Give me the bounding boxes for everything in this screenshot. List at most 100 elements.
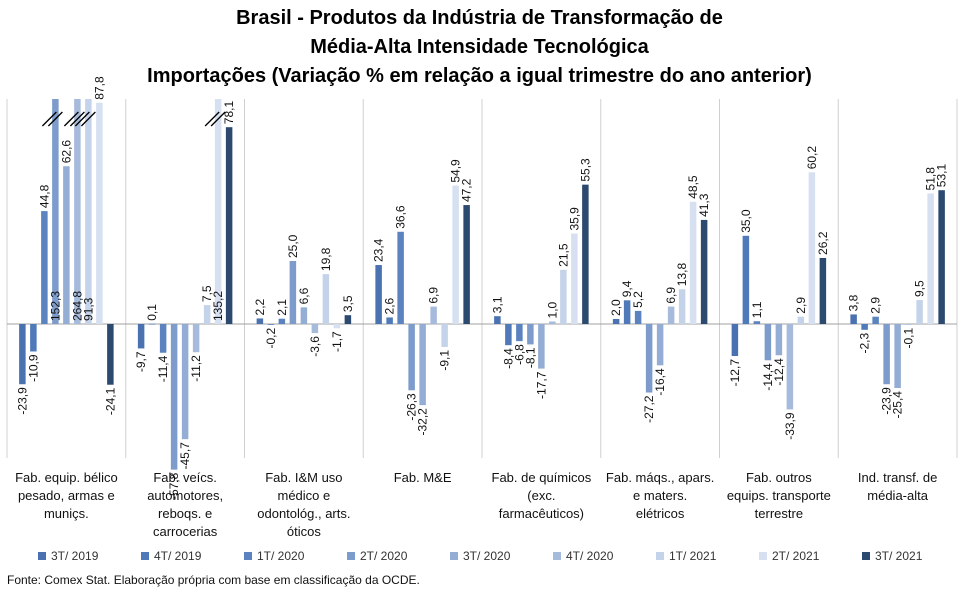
data-label: 19,8 [319,247,333,271]
bar [927,193,934,324]
legend-swatch [553,551,561,560]
data-label: -26,3 [405,393,419,421]
bar [634,310,642,324]
bar [441,324,448,347]
data-label: 35,0 [739,209,753,233]
bar [938,190,945,324]
data-label: 5,2 [631,291,645,308]
data-label: 2,1 [275,299,289,316]
bar [516,324,523,342]
legend-label: 3T/ 2021 [875,549,923,563]
bar [753,321,761,324]
data-label: -24,1 [103,387,117,415]
bar [107,324,114,385]
bar [571,233,578,324]
category-tick-label: média-alta [867,488,928,503]
data-label: 9,5 [913,280,927,297]
legend-label: 1T/ 2021 [669,549,717,563]
data-label: 36,6 [394,205,408,229]
data-label: -1,7 [330,331,344,352]
category-tick-label: (exc. [527,488,555,503]
data-label: 62,6 [59,140,73,164]
data-label: -23,9 [15,387,29,415]
data-label: 135,2 [211,291,225,321]
bar [300,307,308,324]
bar [344,315,352,324]
bar [538,324,545,369]
legend-label: 2T/ 2020 [360,549,408,563]
category-tick-label: odontológ., arts. [257,506,350,521]
bar [159,324,167,353]
data-label: 23,4 [372,238,386,262]
data-label: 53,1 [935,164,949,188]
data-label: 264,8 [70,291,84,321]
bar [549,321,556,324]
data-label: 60,2 [805,146,819,170]
category-tick-label: equips. transporte [727,488,831,503]
bar [452,185,459,324]
bar [905,324,912,325]
category-tick-label: reboqs. e [158,506,212,521]
data-label: -3,6 [308,336,322,357]
axis-break-mark [63,111,79,127]
bar [96,102,103,324]
data-label: -27,2 [642,395,656,423]
legend-label: 1T/ 2020 [257,549,305,563]
bar [505,324,512,346]
data-label: 1,0 [545,301,559,318]
bar [850,314,857,324]
bar [582,184,589,324]
data-label: 3,8 [847,294,861,311]
bar [430,306,437,324]
bar [808,172,816,324]
bar [278,318,286,324]
category-tick-label: farmacêuticos) [499,506,584,521]
data-label: 21,5 [556,243,570,267]
category-tick-label: Fab. I&M uso [265,470,342,485]
bar [678,289,686,324]
category-tick-label: médico e [278,488,331,503]
data-label: 55,3 [578,158,592,182]
data-label: 2,9 [869,297,883,314]
bar [656,324,664,366]
legend-label: 4T/ 2019 [154,549,202,563]
legend-item: 2T/ 2021 [759,549,819,563]
data-label: 0,1 [145,304,159,321]
category-tick-label: Fab. M&E [394,470,452,485]
data-label: -11,2 [189,355,203,382]
category-tick-label: Fab. outros [746,470,812,485]
data-label: 6,6 [297,287,311,304]
data-label: 6,9 [427,287,441,304]
data-label: -8,1 [523,347,537,368]
legend-swatch [656,551,664,560]
bar [267,324,275,325]
data-label: 91,3 [81,297,95,321]
category-tick-label: pesado, armas e [18,488,115,503]
data-label: -0,2 [264,327,278,348]
data-label: 41,3 [697,193,711,217]
bar [786,324,794,410]
category-tick-label: óticos [287,524,321,539]
bar [494,316,501,324]
data-label: 51,8 [924,167,938,191]
chart-legend: 3T/ 2019 4T/ 2019 1T/ 2020 2T/ 2020 3T/ 2020… [38,549,938,567]
bar [861,324,868,330]
category-tick-label: Ind. transf. de [858,470,938,485]
data-label: 3,5 [341,295,355,312]
legend-item: 3T/ 2020 [450,549,510,563]
data-label: 2,2 [253,298,267,315]
data-label: -14,4 [761,363,775,391]
bar [775,324,783,356]
data-label: -17,7 [534,371,548,399]
data-label: 1,1 [750,301,764,318]
data-label: -45,7 [178,442,192,470]
legend-item: 3T/ 2021 [862,549,922,563]
data-label: 6,9 [664,287,678,304]
legend-swatch [347,551,355,560]
category-tick-label: Fab. de químicos [492,470,592,485]
category-tick-label: carrocerias [153,524,218,539]
chart-title-line-1: Brasil - Produtos da Indústria de Transf… [236,7,723,29]
data-label: 3,1 [490,296,504,313]
category-tick-label: Fab. equip. bélico [15,470,118,485]
